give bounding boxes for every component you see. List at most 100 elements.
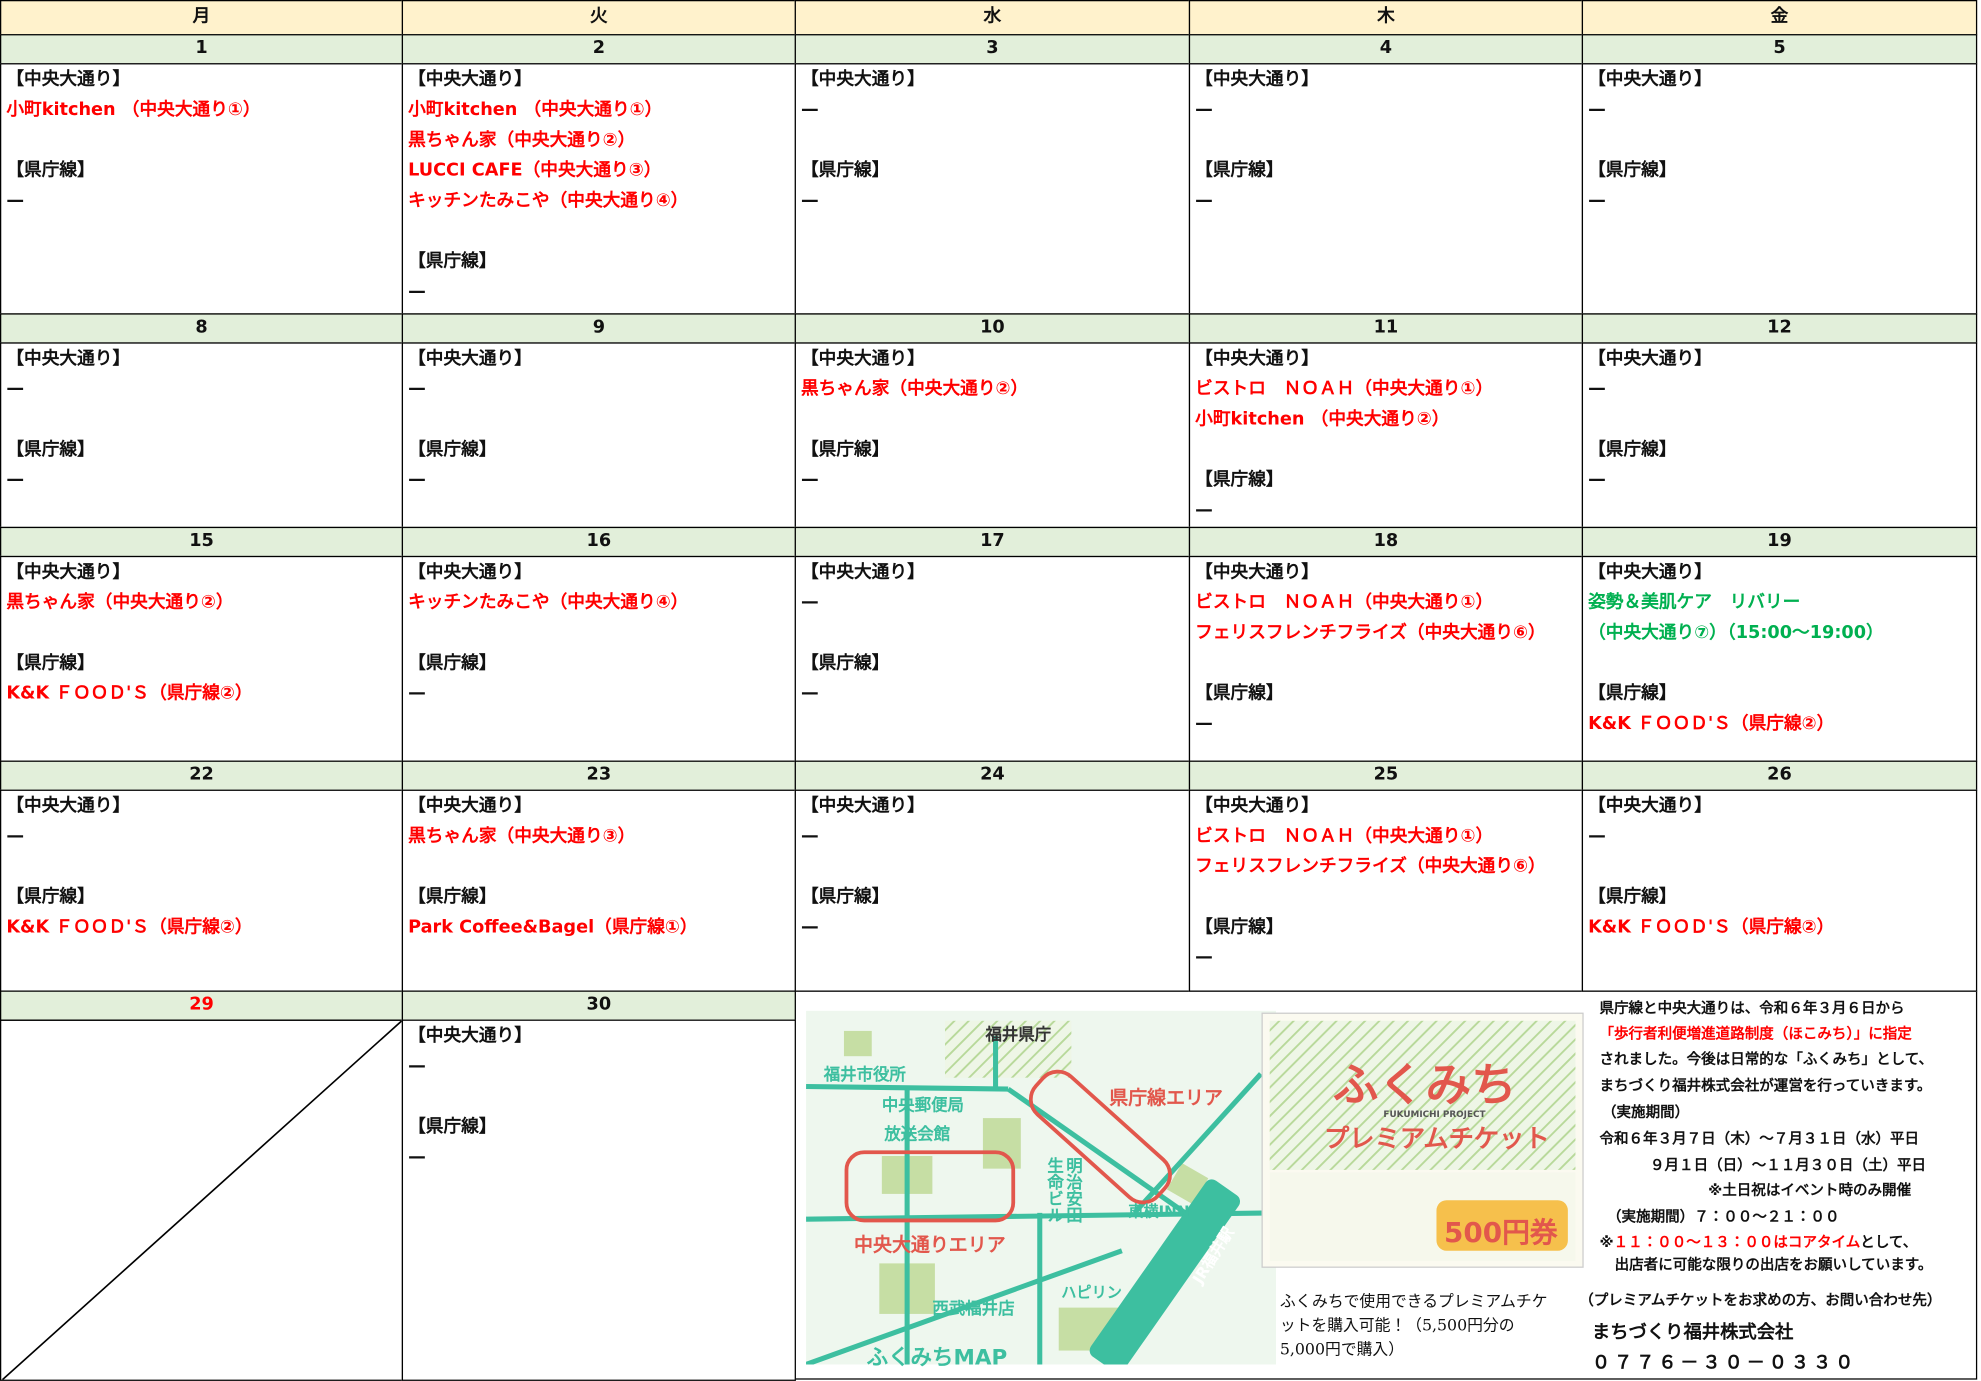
section-heading: 【県庁線】 — [408, 251, 497, 272]
section-heading: 【中央大通り】 — [6, 69, 131, 90]
ticket-voucher-bg — [1436, 1200, 1568, 1251]
section-heading: 【県庁線】 — [6, 653, 95, 674]
map-area — [844, 1150, 1016, 1223]
date: 9 — [401, 313, 796, 344]
section-heading: 【県庁線】 — [408, 653, 497, 674]
section: 【県庁線】 — — [1588, 435, 1976, 496]
notice-line: まちづくり福井株式会社が運営を行っていきます。 — [1599, 1075, 1931, 1095]
shop: K&K ＦＯＯＤ'Ｓ（県庁線②） — [6, 917, 253, 938]
shop: 黒ちゃん家（中央大通り②） — [408, 130, 636, 151]
notice-text: （実施期間） — [1601, 1102, 1690, 1121]
shop: 姿勢＆美肌ケア リバリー — [1588, 592, 1801, 613]
day-cell: 【中央大通り】 — 【県庁線】 — — [401, 342, 796, 529]
day-cell: 【中央大通り】 小町kitchen （中央大通り①） 【県庁線】 — — [0, 63, 404, 315]
section: 【中央大通り】 — — [1195, 64, 1582, 125]
day-cell: 【中央大通り】 キッチンたみこや（中央大通り④） 【県庁線】 — — [401, 555, 796, 762]
ticket-caption: ふくみちで使用できるプレミアムチケットを購入可能！（5,500円分の5,000円… — [1279, 1291, 1548, 1359]
section: 【県庁線】 K&K ＦＯＯＤ'Ｓ（県庁線②） — [6, 648, 401, 709]
section: 【県庁線】 — — [1588, 155, 1976, 216]
date: 17 — [794, 526, 1191, 558]
section: 【中央大通り】 — — [1588, 791, 1976, 852]
section-heading: 【県庁線】 — [408, 886, 497, 908]
ticket-name: プレミアムチケット — [1324, 1123, 1550, 1154]
map-label: 中央郵便局 — [881, 1096, 964, 1116]
section: 【県庁線】 — — [6, 435, 401, 496]
section: 【県庁線】 — — [408, 648, 795, 709]
section-heading: 【県庁線】 — [6, 160, 95, 181]
day-cell: 【中央大通り】 ビストロ ＮＯＡＨ（中央大通り①） フェリスフレンチフライズ（中央大… — [1188, 789, 1584, 992]
section: 【県庁線】 K&K ＦＯＯＤ'Ｓ（県庁線②） — [1588, 882, 1976, 943]
notice-line: まちづくり福井株式会社 — [1592, 1318, 1794, 1345]
section-heading: 【中央大通り】 — [1588, 348, 1712, 369]
day-cell: 【中央大通り】 ビストロ ＮＯＡＨ（中央大通り①） 小町kitchen （中央大通り… — [1188, 342, 1584, 529]
notice-text: 「歩行者利便増進道路制度（ほこみち）」に指定 — [1599, 1024, 1912, 1043]
section: 【中央大通り】 黒ちゃん家（中央大通り②） — [6, 557, 401, 618]
ticket-logo: ふくみち — [1332, 1059, 1517, 1112]
day-cell: 【中央大通り】 黒ちゃん家（中央大通り②） 【県庁線】 K&K ＦＯＯＤ'Ｓ（県庁線②… — [0, 555, 404, 762]
section: 【中央大通り】 — — [408, 1021, 795, 1082]
map-label: 放送会館 — [884, 1125, 951, 1145]
date: 22 — [0, 760, 404, 791]
shop: — — [6, 379, 25, 400]
ticket-band — [1269, 1020, 1576, 1170]
section: 【中央大通り】 — — [6, 344, 401, 405]
day-header: 木 — [1188, 0, 1584, 36]
notice-text: ０７７６－３０－０３３０ — [1591, 1353, 1858, 1374]
shop: — — [408, 1147, 426, 1168]
section: 【県庁線】 K&K ＦＯＯＤ'Ｓ（県庁線②） — [1588, 678, 1976, 739]
ticket-voucher: 500円券 — [1444, 1217, 1558, 1250]
shop: 小町kitchen （中央大通り②） — [1195, 409, 1450, 430]
shop: Park Coffee&Bagel（県庁線①） — [408, 917, 698, 938]
day-header: 金 — [1581, 0, 1978, 36]
section: 【中央大通り】 — — [801, 557, 1189, 618]
shop: — — [408, 683, 426, 704]
section: 【中央大通り】 — — [801, 64, 1189, 125]
notice-line: ※１１：００～１３：００はコアタイムとして、 — [1599, 1232, 1917, 1252]
date: 12 — [1581, 313, 1978, 344]
section-heading: 【県庁線】 — [408, 439, 497, 460]
section: 【県庁線】 — — [1195, 465, 1582, 526]
notice-line: 県庁線と中央大通りは、令和６年３月６日から — [1599, 998, 1904, 1018]
date: 18 — [1188, 526, 1584, 558]
section-heading: 【中央大通り】 — [1588, 69, 1712, 90]
shop: — — [1588, 469, 1606, 491]
section-heading: 【中央大通り】 — [408, 562, 532, 583]
day-cell: 【中央大通り】 ビストロ ＮＯＡＨ（中央大通り①） フェリスフレンチフライズ（中央大… — [1188, 555, 1584, 762]
section-heading: 【県庁線】 — [1195, 683, 1284, 704]
shop: フェリスフレンチフライズ（中央大通り⑥） — [1195, 856, 1546, 877]
shop: — — [408, 1056, 426, 1077]
day-cell: 【中央大通り】 — 【県庁線】 — — [1581, 342, 1978, 529]
day-cell: 【中央大通り】 小町kitchen （中央大通り①） 黒ちゃん家（中央大通り②） LU… — [401, 63, 796, 315]
date: 11 — [1188, 313, 1584, 344]
notice-text: されました。今後は日常的な「ふくみち」として、 — [1599, 1049, 1934, 1068]
date: 25 — [1188, 760, 1584, 791]
notice-line: （実施期間） — [1602, 1102, 1689, 1122]
map-area — [1028, 1069, 1172, 1205]
diagonal — [1, 1020, 402, 1380]
date: 16 — [401, 526, 796, 558]
shop: — — [1195, 99, 1213, 121]
date: 8 — [0, 313, 404, 344]
day-cell: 【中央大通り】 — 【県庁線】 — — [794, 63, 1191, 315]
section: 【県庁線】 — — [6, 155, 401, 216]
shop: — — [800, 99, 819, 121]
section: 【県庁線】 K&K ＦＯＯＤ'Ｓ（県庁線②） — [6, 882, 401, 943]
section-heading: 【中央大通り】 — [800, 348, 925, 369]
shop: K&K ＦＯＯＤ'Ｓ（県庁線②） — [1588, 917, 1835, 938]
day-cell: 【中央大通り】 — 【県庁線】 K&K ＦＯＯＤ'Ｓ（県庁線②） — [0, 789, 404, 992]
shop: — — [1195, 500, 1213, 521]
section: 【県庁線】 — — [801, 648, 1189, 709]
map-label: 明治安田生命ビル — [1043, 1157, 1082, 1223]
day-cell: 【中央大通り】 黒ちゃん家（中央大通り②） 【県庁線】 — — [794, 342, 1191, 529]
shop: 黒ちゃん家（中央大通り③） — [408, 826, 636, 847]
map-label: 県庁線エリア — [1109, 1086, 1223, 1110]
shop: K&K ＦＯＯＤ'Ｓ（県庁線②） — [1588, 713, 1835, 735]
section: 【県庁線】 — — [801, 882, 1189, 943]
section-heading: 【中央大通り】 — [408, 1025, 532, 1047]
section: 【県庁線】 — — [1195, 678, 1582, 739]
shop: — — [408, 281, 426, 302]
date: 29 — [0, 990, 404, 1021]
date: 19 — [1581, 526, 1978, 558]
date: 23 — [401, 760, 796, 791]
